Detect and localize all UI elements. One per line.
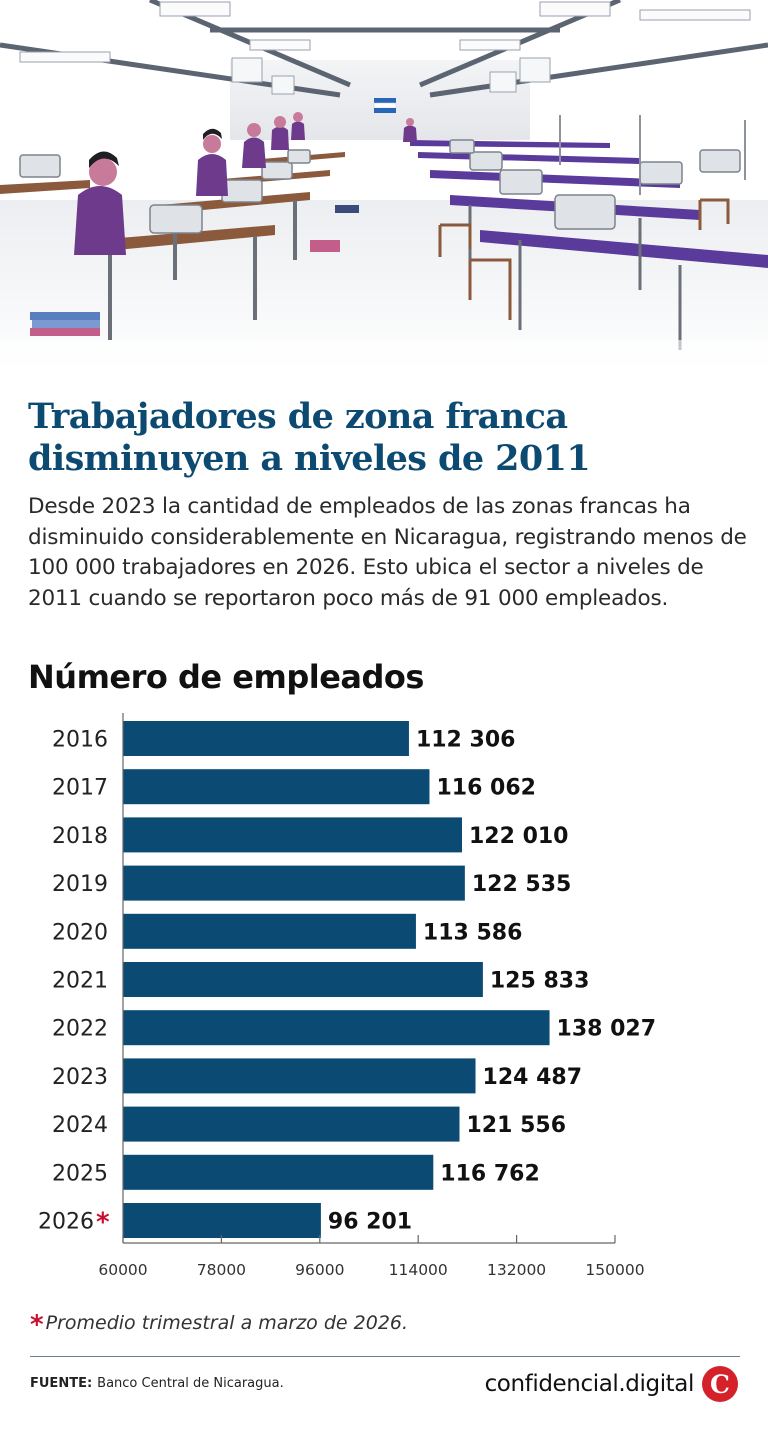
source-line: FUENTE: Banco Central de Nicaragua. <box>30 1376 284 1391</box>
bar <box>123 865 465 901</box>
x-tick-label: 132000 <box>487 1261 546 1279</box>
factory-illustration <box>0 0 768 380</box>
footnote: * Promedio trimestral a marzo de 2026. <box>30 1310 408 1340</box>
value-label: 121 556 <box>467 1113 567 1138</box>
x-tick-label: 150000 <box>585 1261 644 1279</box>
x-tick-label: 114000 <box>389 1261 448 1279</box>
footnote-text: Promedio trimestral a marzo de 2026. <box>45 1312 409 1334</box>
brand-logo-icon: C <box>702 1366 738 1402</box>
description-paragraph: Desde 2023 la cantidad de empleados de l… <box>28 494 747 611</box>
headline-line-1: Trabajadores de zona franca <box>28 396 568 437</box>
category-label: 2026 <box>38 1210 94 1235</box>
bar <box>123 1154 434 1190</box>
source-text: Banco Central de Nicaragua. <box>97 1376 284 1391</box>
category-label: 2016 <box>52 728 108 753</box>
category-label: 2018 <box>52 824 108 849</box>
category-label: 2019 <box>52 872 108 897</box>
x-tick-label: 60000 <box>98 1261 147 1279</box>
category-label: 2024 <box>52 1113 108 1138</box>
bar <box>123 769 430 805</box>
category-label: 2022 <box>52 1017 108 1042</box>
headline-line-2: disminuyen a niveles de 2011 <box>28 438 591 479</box>
category-label: 2025 <box>52 1161 108 1186</box>
brand-name: confidencial.digital <box>484 1371 695 1397</box>
value-label: 122 010 <box>469 824 569 849</box>
category-marker: * <box>96 1208 110 1238</box>
value-label: 116 062 <box>436 776 536 801</box>
headline: Trabajadores de zona franca disminuyen a… <box>28 396 748 480</box>
bar <box>123 1010 550 1046</box>
value-label: 113 586 <box>423 920 523 945</box>
x-tick-label: 96000 <box>295 1261 344 1279</box>
source-label: FUENTE: <box>30 1376 93 1391</box>
bar-chart: 2016 112 306 2017 116 062 2018 122 010 2019 122… <box>38 713 657 1279</box>
category-label: 2023 <box>52 1065 108 1090</box>
footnote-asterisk: * <box>30 1310 44 1340</box>
value-label: 116 762 <box>440 1161 540 1186</box>
bar <box>123 1106 460 1142</box>
value-label: 112 306 <box>416 728 516 753</box>
bar <box>123 913 416 949</box>
brand: confidencial.digital C <box>485 1366 738 1402</box>
bar <box>123 1203 321 1238</box>
x-tick-label: 78000 <box>197 1261 246 1279</box>
value-label: 96 201 <box>328 1210 412 1235</box>
category-label: 2017 <box>52 776 108 801</box>
value-label: 124 487 <box>483 1065 583 1090</box>
bar <box>123 962 483 997</box>
value-label: 122 535 <box>472 872 572 897</box>
chart-title: Número de empleados <box>28 658 424 696</box>
value-label: 138 027 <box>557 1017 657 1042</box>
footer-divider <box>30 1356 740 1357</box>
category-label: 2021 <box>52 969 108 994</box>
bar <box>123 817 462 853</box>
category-label: 2020 <box>52 920 108 945</box>
bar <box>123 721 409 756</box>
bar <box>123 1058 476 1094</box>
value-label: 125 833 <box>490 969 590 994</box>
